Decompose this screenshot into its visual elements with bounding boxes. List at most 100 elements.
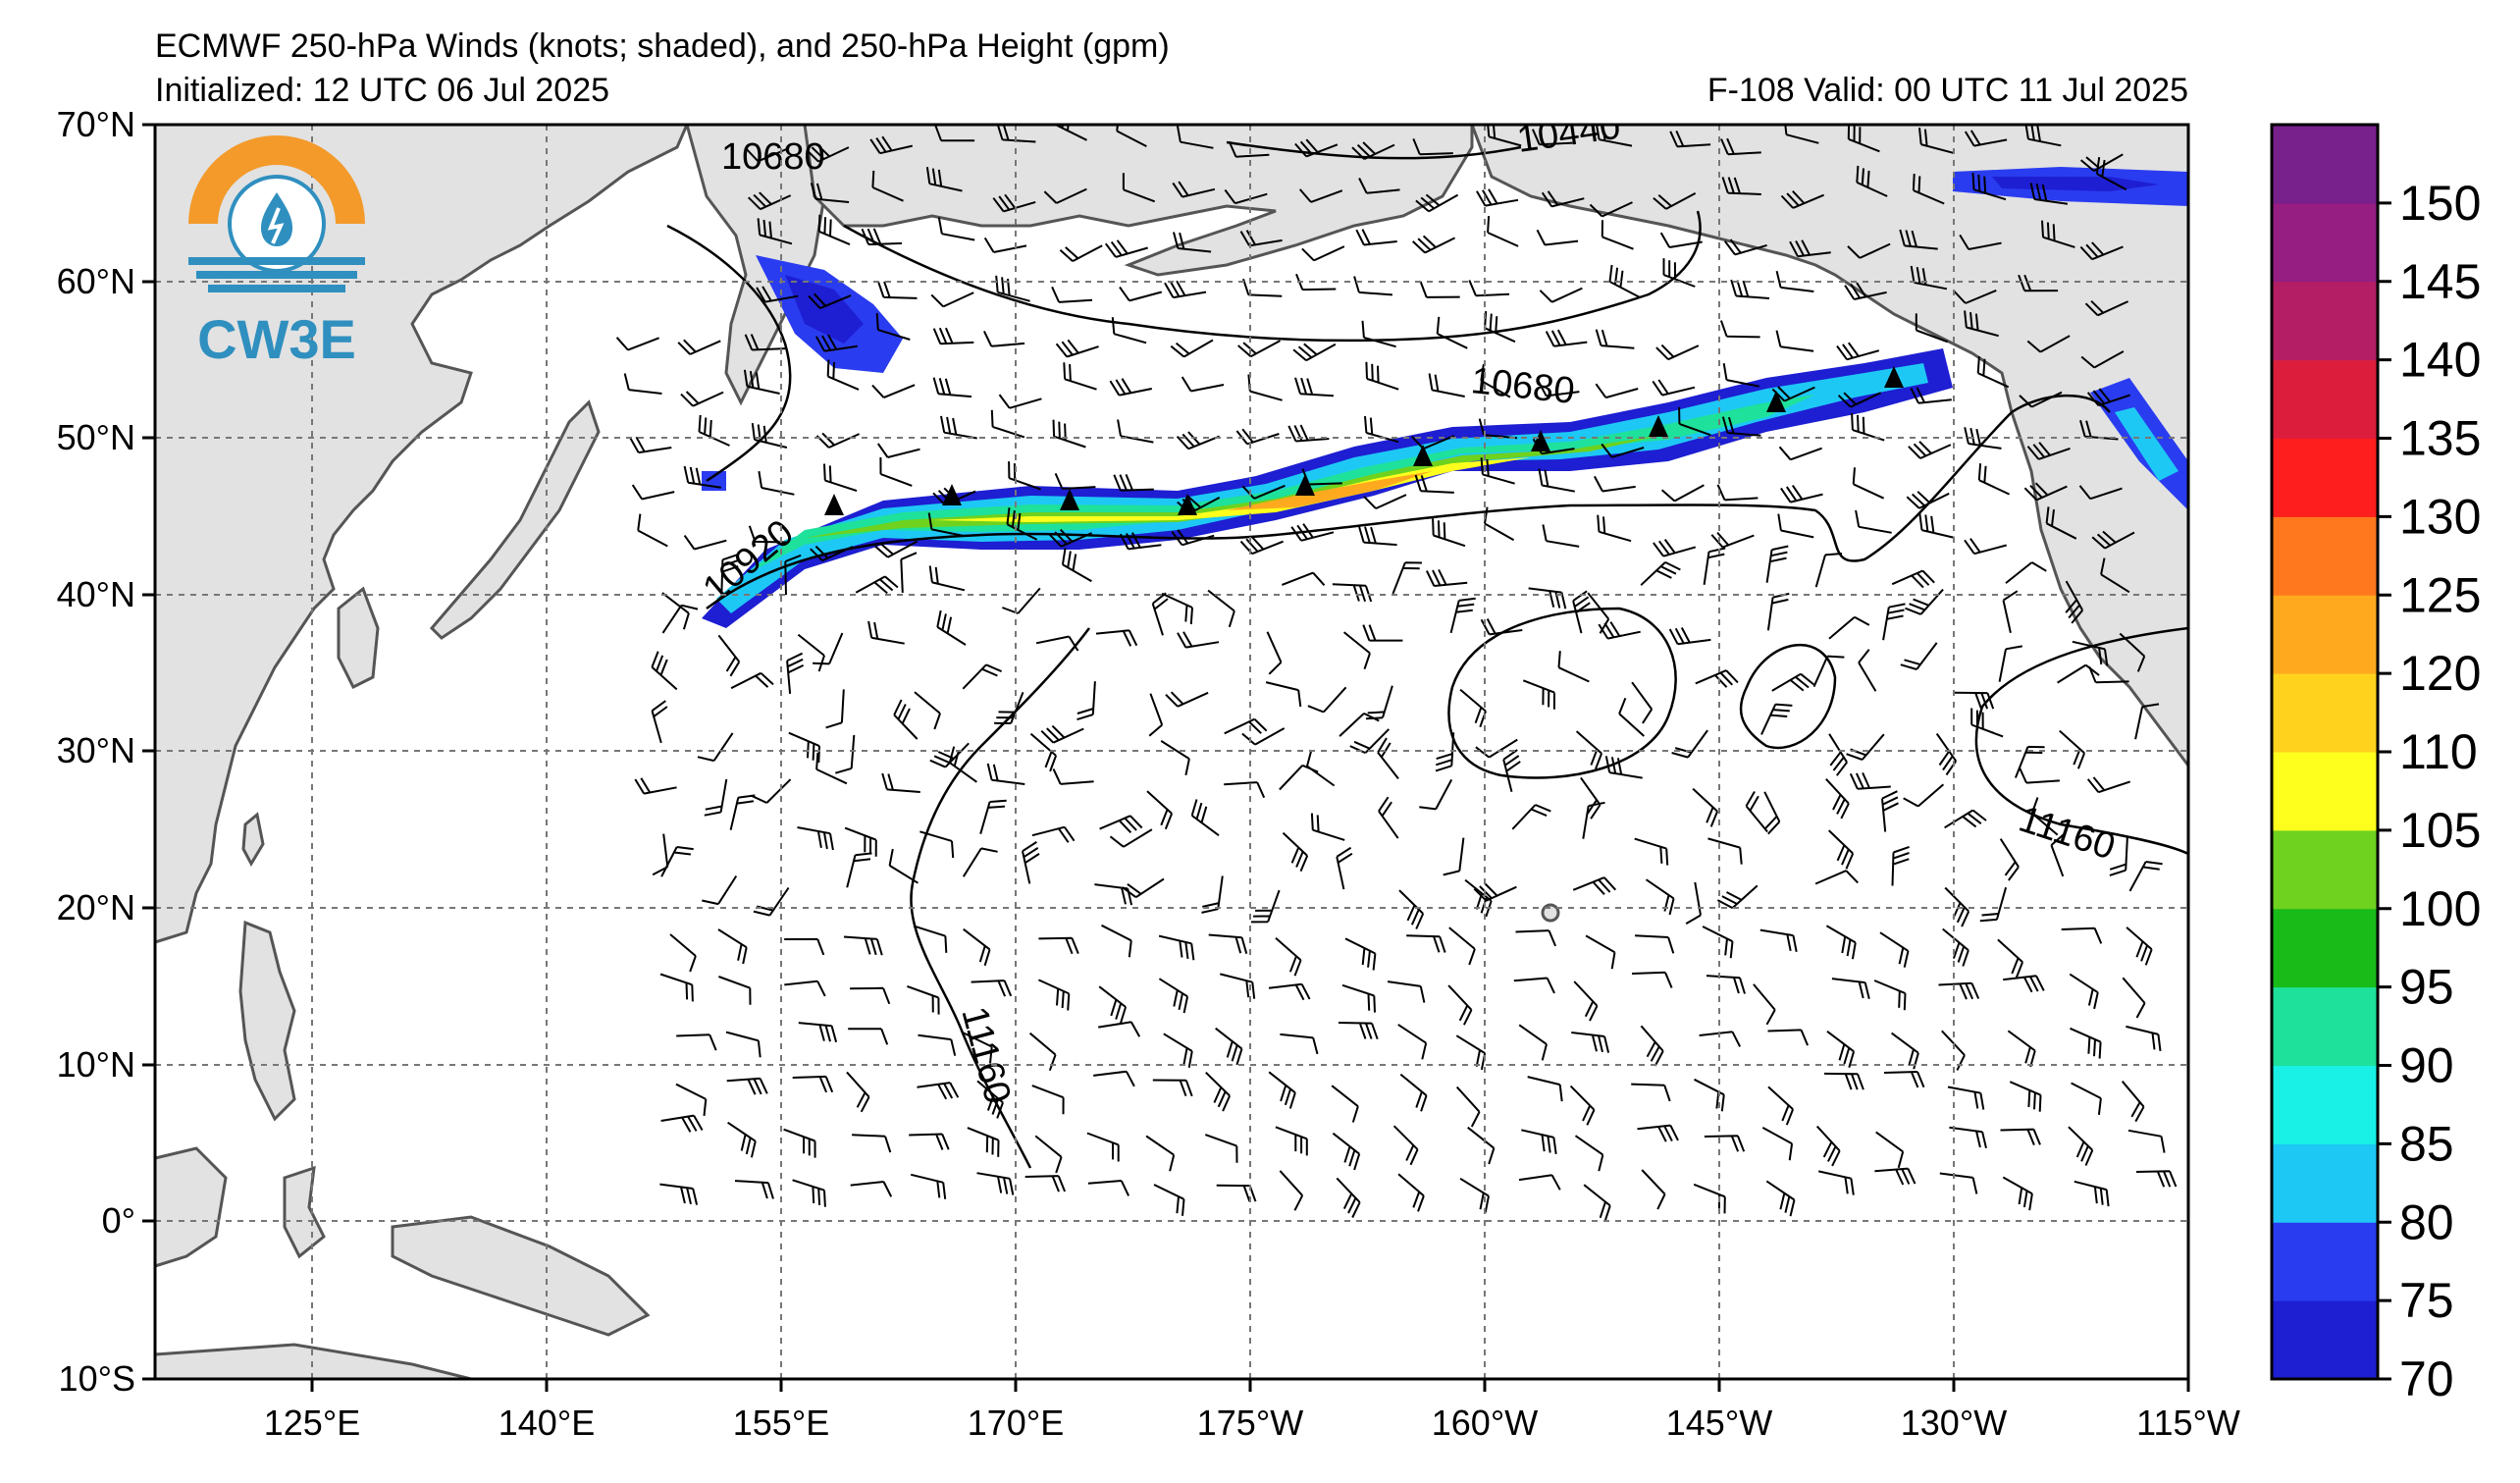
wind-barb [634,777,677,795]
wind-barb [1891,569,1935,589]
grid-lines [155,125,2188,1379]
wind-barb [1518,1024,1548,1061]
wind-barb [757,218,793,245]
wind-barb [848,1028,889,1045]
contour-10680-west [666,224,792,483]
wind-barb [1336,846,1353,890]
wind-barb [1815,1125,1841,1167]
colorbar-label: 95 [2399,960,2454,1015]
wind-barb [1541,190,1585,208]
wind-barb [2126,1025,2162,1052]
wind-barb [1436,316,1468,349]
wind-barb [1569,1085,1596,1126]
wind-barb [813,632,844,665]
colorbar-label: 90 [2399,1038,2454,1093]
wind-barb [971,980,1013,997]
wind-barb [1031,1085,1065,1115]
wind-barb [810,545,854,562]
x-tick-155e: 155°E [733,1403,829,1443]
wind-barb [1487,215,1519,247]
wind-barb [1597,514,1632,543]
wind-barb [1056,125,1087,141]
wind-barb [1702,926,1734,959]
colorbar-label: 140 [2399,333,2481,388]
wind-barb [1944,809,1987,829]
wind-barb [1977,463,2011,496]
wind-barb [976,1080,1004,1119]
wind-barb [990,409,1025,439]
wind-barb [1953,289,1997,304]
wind-barb [1448,927,1476,966]
wind-barb [1678,406,1711,437]
wind-barb [1468,280,1510,297]
wind-barb [2003,975,2045,993]
wind-barb [1104,239,1148,258]
wind-barb [1022,841,1040,884]
jet-stream-shading [702,167,2188,628]
wind-barb [1572,876,1617,895]
y-tick-20n: 20°N [57,887,135,927]
wind-barb [888,848,919,884]
wind-barb [1964,130,2008,147]
wind-barb [1502,749,1521,793]
wind-barb [806,143,850,163]
wind-barb [1704,1135,1746,1152]
wind-barb [1145,1135,1176,1172]
wind-barb [1998,645,2022,682]
wind-barb [1595,329,1635,349]
jet-west-coast-core [2115,407,2179,481]
wind-barb [825,689,845,729]
wind-barb [1518,1174,1561,1191]
wind-barb [936,609,967,646]
colorbar-swatch [2272,829,2378,910]
wind-barb [1515,929,1557,947]
y-tick-60n: 60°N [57,261,135,301]
x-tick-145w: 145°W [1666,1403,1772,1443]
wind-barb [2002,590,2019,634]
wind-barb [1710,531,1755,549]
wind-barb [1158,934,1195,961]
wind-barb [869,135,914,155]
wind-barb [1589,201,1633,218]
wind-barb [1338,1022,1379,1040]
wind-barb [1362,624,1403,642]
wind-barb [1753,983,1776,1026]
wind-barb [1292,343,1337,362]
wind-barb [917,1082,960,1100]
wind-barb [1353,276,1392,296]
wind-barb [1051,286,1093,303]
wind-barb [1177,631,1220,649]
wind-barb [2128,861,2163,892]
wind-barb [2018,767,2060,784]
wind-barb [1113,474,1154,492]
wind-barb [729,794,756,830]
wind-barb [615,337,659,351]
wind-barb [1778,446,1822,461]
wind-barb [1035,635,1079,652]
wind-barb [676,1033,717,1051]
wind-barb [1332,1132,1361,1171]
wind-barb [734,1180,774,1199]
wind-barb [2018,274,2059,292]
wind-barb [1631,681,1654,724]
wind-barb [1789,239,1831,258]
wind-barb [1310,813,1345,841]
y-tick-30n: 30°N [57,730,135,770]
wind-barb [1699,1031,1741,1047]
y-tick-labels: 70°N 60°N 50°N 40°N 30°N 20°N 10°N 0° 10… [57,104,135,1399]
wind-barb [876,443,920,458]
wind-barb [867,620,905,645]
wind-barb [1275,1126,1308,1156]
wind-barb [918,1033,957,1056]
wind-barb [1817,1170,1855,1195]
wind-barb [937,217,975,241]
wind-barb [1111,317,1147,344]
wind-barb [815,752,848,785]
wind-barb [1146,790,1174,830]
wind-barb [1899,229,1938,250]
wind-barb [907,984,940,1015]
wind-barb [2084,299,2129,317]
colorbar-swatch [2272,673,2378,753]
wind-barb [861,228,903,246]
wind-barb [1190,799,1220,837]
